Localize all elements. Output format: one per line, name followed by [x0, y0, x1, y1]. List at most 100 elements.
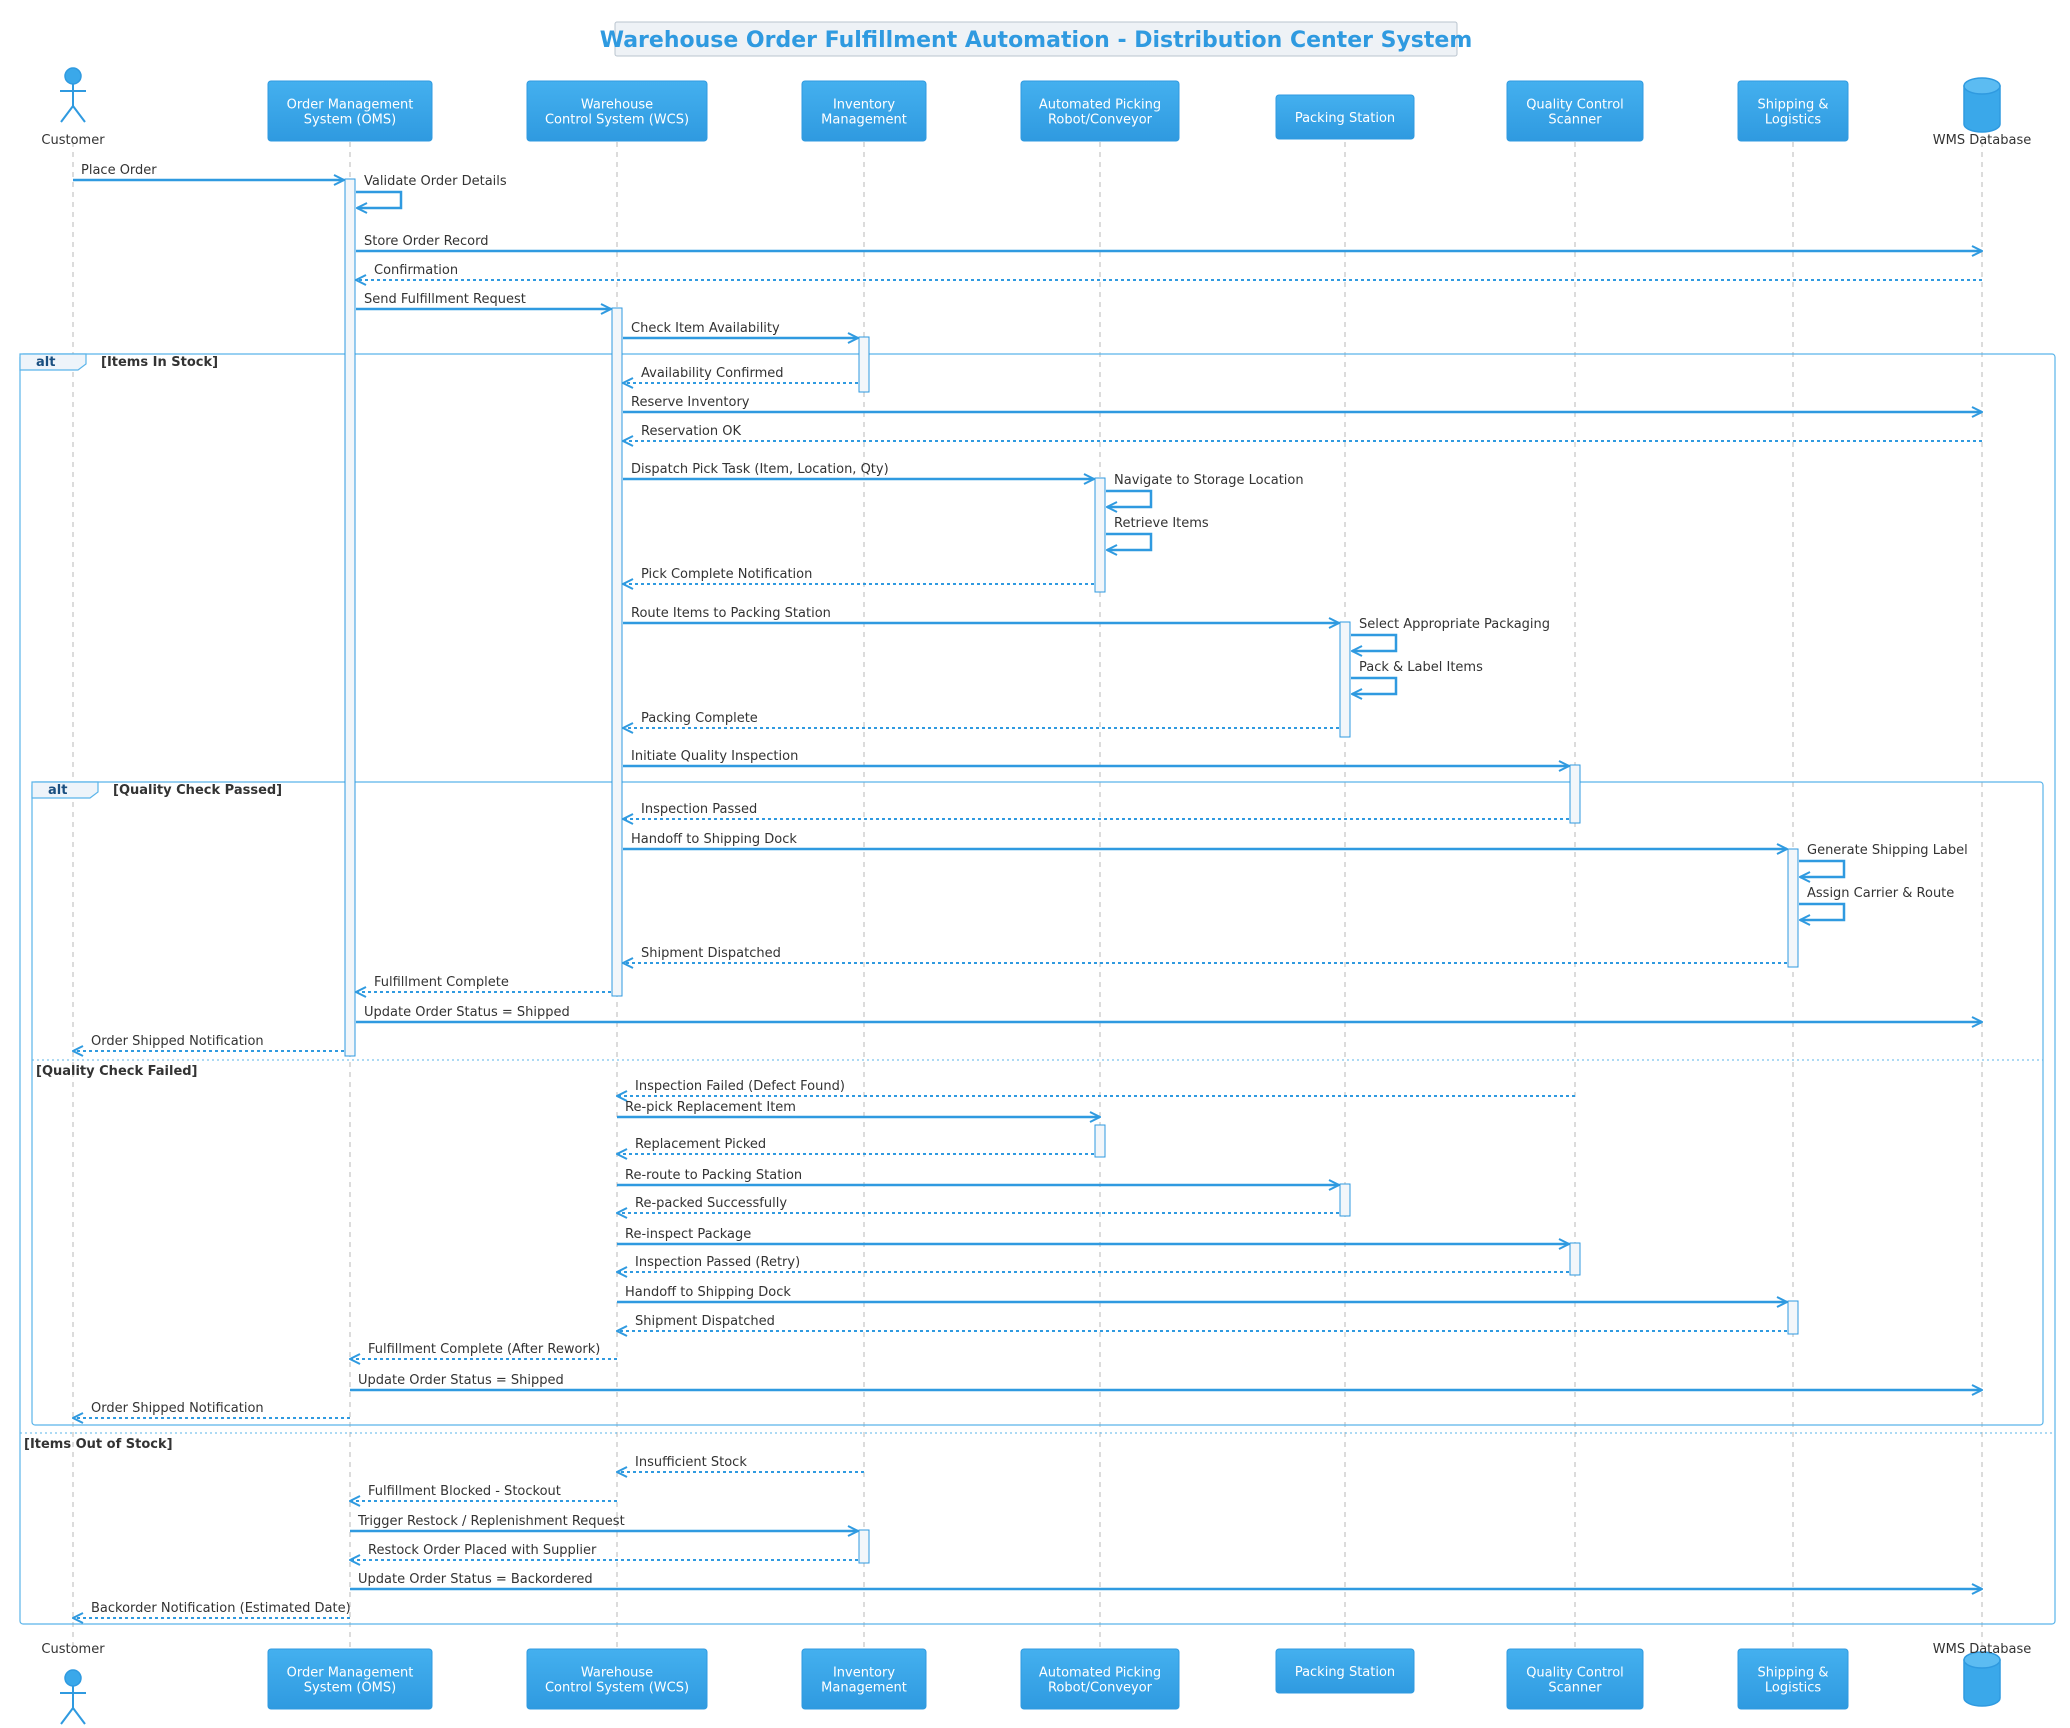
fragment-else-guard: [Quality Check Failed]: [36, 1064, 198, 1079]
message: Pack & Label Items: [1351, 660, 1483, 694]
message-label: Update Order Status = Backordered: [358, 1572, 593, 1587]
participant-label: Shipping & Logistics: [1758, 1666, 1829, 1696]
participant-label: Quality Control Scanner: [1526, 1666, 1624, 1696]
message: Assign Carrier & Route: [1799, 886, 1954, 920]
message-label: Insufficient Stock: [635, 1455, 747, 1470]
message: Availability Confirmed: [623, 366, 858, 383]
message: Re-packed Successfully: [617, 1196, 1339, 1213]
message: Update Order Status = Shipped: [350, 1373, 1982, 1390]
participant-label: Customer: [41, 133, 105, 148]
title-box: [614, 21, 1458, 57]
message-arrow: [1351, 676, 1398, 694]
message-arrow: [1351, 633, 1398, 651]
participant-label: Packing Station: [1295, 111, 1395, 126]
message: Trigger Restock / Replenishment Request: [350, 1514, 858, 1531]
participant-label: Inventory Management: [821, 1666, 907, 1696]
message: Re-inspect Package: [617, 1227, 1569, 1244]
fragment-guard: [Items In Stock]: [101, 355, 218, 370]
message: Shipment Dispatched: [617, 1314, 1787, 1331]
activation-pack: [1339, 621, 1351, 738]
participant-ship-top: Shipping & Logistics: [1737, 80, 1849, 142]
diagram-title: Warehouse Order Fulfillment Automation -…: [600, 28, 1473, 53]
message-label: Place Order: [81, 163, 157, 178]
message-label: Dispatch Pick Task (Item, Location, Qty): [631, 462, 889, 477]
message-label: Shipment Dispatched: [641, 946, 781, 961]
message-label: Validate Order Details: [364, 174, 507, 189]
fragment-alt-0: alt [Items In Stock] [Items Out of Stock]: [19, 353, 2056, 1625]
message: Pick Complete Notification: [623, 567, 1094, 584]
message: Shipment Dispatched: [623, 946, 1787, 963]
activation-qc: [1569, 1242, 1581, 1276]
message-label: Reservation OK: [641, 424, 741, 439]
activation-robot: [1094, 1124, 1106, 1158]
message: Re-pick Replacement Item: [617, 1100, 1100, 1117]
message-arrow: [1799, 902, 1846, 920]
message-label: Trigger Restock / Replenishment Request: [357, 1514, 625, 1529]
message: Validate Order Details: [356, 174, 507, 208]
message-label: Inspection Passed (Retry): [635, 1255, 800, 1270]
message-label: Restock Order Placed with Supplier: [368, 1543, 597, 1558]
message: Initiate Quality Inspection: [623, 749, 1569, 766]
message-label: Check Item Availability: [631, 321, 780, 336]
message-label: Pack & Label Items: [1359, 660, 1483, 675]
fragment-frame: [31, 781, 2044, 1426]
participant-label: Order Management System (OMS): [287, 1666, 414, 1696]
message-label: Pick Complete Notification: [641, 567, 812, 582]
participant-label: Quality Control Scanner: [1526, 98, 1624, 128]
message: Re-route to Packing Station: [617, 1168, 1339, 1185]
participant-label: Automated Picking Robot/Conveyor: [1039, 98, 1161, 128]
message: Backorder Notification (Estimated Date): [73, 1601, 351, 1618]
participant-label: Warehouse Control System (WCS): [545, 98, 689, 128]
participant-box: [801, 1648, 927, 1710]
activation-ship: [1787, 848, 1799, 968]
message-label: Assign Carrier & Route: [1807, 886, 1954, 901]
message-label: Re-pick Replacement Item: [625, 1100, 796, 1115]
participant-label: Customer: [41, 1642, 105, 1657]
message-label: Store Order Record: [364, 234, 488, 249]
participant-oms-top: Order Management System (OMS): [267, 80, 433, 142]
participant-pack-bottom: Packing Station: [1275, 1648, 1415, 1694]
participant-label: Automated Picking Robot/Conveyor: [1039, 1666, 1161, 1696]
participant-box: [801, 80, 927, 142]
participant-db-bottom: WMS Database: [1933, 1642, 2031, 1707]
fragment-alt-1: alt [Quality Check Passed] [Quality Check …: [31, 781, 2044, 1426]
message-label: Re-inspect Package: [625, 1227, 751, 1242]
activation-pack: [1339, 1183, 1351, 1217]
participant-oms-bottom: Order Management System (OMS): [267, 1648, 433, 1710]
message-label: Fulfillment Complete: [374, 975, 509, 990]
message-arrow: [356, 190, 403, 208]
message-label: Navigate to Storage Location: [1114, 473, 1304, 488]
participants-top: Customer Order Management System (OMS) Ware…: [41, 67, 2031, 148]
participant-label: Order Management System (OMS): [287, 98, 414, 128]
participant-label: Inventory Management: [821, 98, 907, 128]
message-label: Shipment Dispatched: [635, 1314, 775, 1329]
participant-customer-bottom: Customer: [41, 1642, 105, 1725]
fragment-operator-tab: [19, 353, 87, 371]
message-label: Send Fulfillment Request: [364, 292, 526, 307]
message-label: Select Appropriate Packaging: [1359, 617, 1550, 632]
message: Fulfillment Complete (After Rework): [350, 1342, 617, 1359]
activation-oms: [344, 178, 356, 1057]
participants-bottom: Customer Order Management System (OMS) Ware…: [41, 1642, 2031, 1725]
message-arrow: [1799, 859, 1846, 877]
message-label: Order Shipped Notification: [91, 1401, 264, 1416]
participant-qc-top: Quality Control Scanner: [1506, 80, 1644, 142]
message-label: Inspection Passed: [641, 802, 757, 817]
message-label: Packing Complete: [641, 711, 758, 726]
fragment-operator: alt: [36, 355, 55, 370]
participant-box: [1737, 1648, 1849, 1710]
participant-wcs-top: Warehouse Control System (WCS): [526, 80, 708, 142]
participant-box: [1506, 80, 1644, 142]
participant-box: [1020, 80, 1180, 142]
message-label: Replacement Picked: [635, 1137, 766, 1152]
message-label: Order Shipped Notification: [91, 1034, 264, 1049]
participant-box: [1506, 1648, 1644, 1710]
message-arrow: [1106, 489, 1153, 507]
message: Reserve Inventory: [623, 395, 1982, 412]
message: Inspection Passed: [623, 802, 1569, 819]
participant-label: Packing Station: [1295, 1665, 1395, 1680]
fragment-frame: [19, 353, 2056, 1625]
database-icon: [1963, 1651, 2001, 1707]
participant-box: [1275, 1648, 1415, 1694]
actor-icon: [60, 67, 86, 123]
